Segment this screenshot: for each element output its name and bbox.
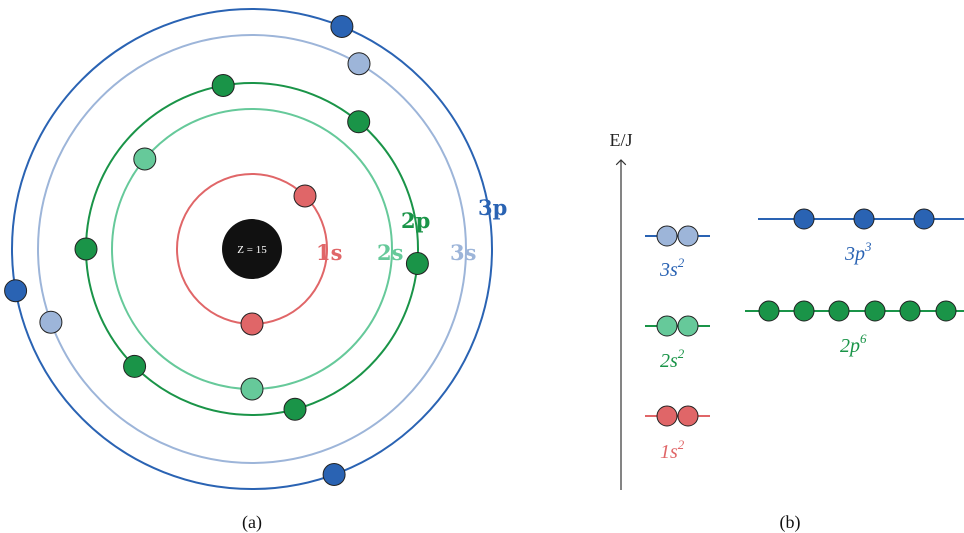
level-orbital-3p: 3p	[844, 243, 865, 265]
electron-s1-2	[240, 312, 264, 336]
level-electron-s1-2	[677, 405, 699, 427]
shell-label-1s: 1s	[316, 240, 342, 265]
energy-levels	[645, 208, 964, 427]
level-electron-p2-5	[899, 300, 921, 322]
level-label-2p: 2p6	[840, 331, 867, 357]
shell-electrons	[4, 15, 429, 486]
electron-s3-1	[347, 52, 371, 76]
electron-p2-2	[347, 110, 371, 134]
level-label-2s: 2s2	[660, 346, 685, 372]
orbit-p3	[11, 8, 493, 490]
level-electron-s3-1	[656, 225, 678, 247]
shell-label-2p: 2p	[401, 208, 430, 233]
electron-s2-1	[133, 147, 157, 171]
level-label-3p: 3p3	[844, 239, 872, 265]
electron-s3-2	[39, 310, 63, 334]
level-orbital-2s: 2s	[660, 350, 678, 372]
electron-p3-1	[330, 15, 354, 38]
panel-b: E/J 3s2 2s2 1s2 3p3 2p6 (b)	[609, 130, 964, 533]
level-electron-p3-2	[853, 208, 875, 230]
energy-axis-label: E/J	[609, 130, 632, 150]
caption-a: (a)	[242, 512, 262, 533]
electron-p3-2	[322, 463, 346, 486]
level-electron-p3-3	[913, 208, 935, 230]
level-orbital-2p: 2p	[840, 335, 860, 357]
electron-p2-5	[123, 354, 147, 378]
caption-b: (b)	[780, 512, 801, 533]
electron-p3-3	[4, 279, 28, 303]
electron-p2-1	[211, 74, 235, 97]
level-electrons-2p: 6	[860, 331, 867, 346]
electron-s1-1	[293, 184, 317, 208]
level-electron-p2-2	[793, 300, 815, 322]
nucleus-label: Z = 15	[237, 244, 267, 256]
level-electron-p2-1	[758, 300, 780, 322]
level-electron-p2-6	[935, 300, 957, 322]
electron-p2-4	[283, 397, 307, 421]
shell-label-2s: 2s	[377, 240, 403, 265]
level-electron-s1-1	[656, 405, 678, 427]
electron-p2-3	[405, 252, 429, 275]
level-electron-s3-2	[677, 225, 699, 247]
level-electrons-2s: 2	[678, 346, 685, 361]
level-electron-p2-4	[864, 300, 886, 322]
level-electron-p2-3	[828, 300, 850, 322]
level-label-3s: 3s2	[659, 255, 685, 281]
shell-label-3p: 3p	[478, 195, 507, 220]
level-electrons-3s: 2	[678, 255, 685, 270]
panel-a: Z = 15 1s 2s 2p 3s 3p (a)	[4, 8, 507, 533]
level-orbital-3s: 3s	[659, 259, 678, 281]
level-electrons-1s: 2	[678, 437, 685, 452]
shell-label-3s: 3s	[450, 240, 476, 265]
level-electron-s2-2	[677, 315, 699, 337]
electron-p2-6	[74, 237, 98, 261]
level-electrons-3p: 3	[864, 239, 872, 254]
nucleus	[222, 219, 282, 279]
orbit-s3	[37, 34, 467, 464]
level-electron-p3-1	[793, 208, 815, 230]
level-electron-s2-1	[656, 315, 678, 337]
level-orbital-1s: 1s	[660, 441, 678, 463]
electron-s2-2	[240, 377, 264, 401]
level-label-1s: 1s2	[660, 437, 685, 463]
